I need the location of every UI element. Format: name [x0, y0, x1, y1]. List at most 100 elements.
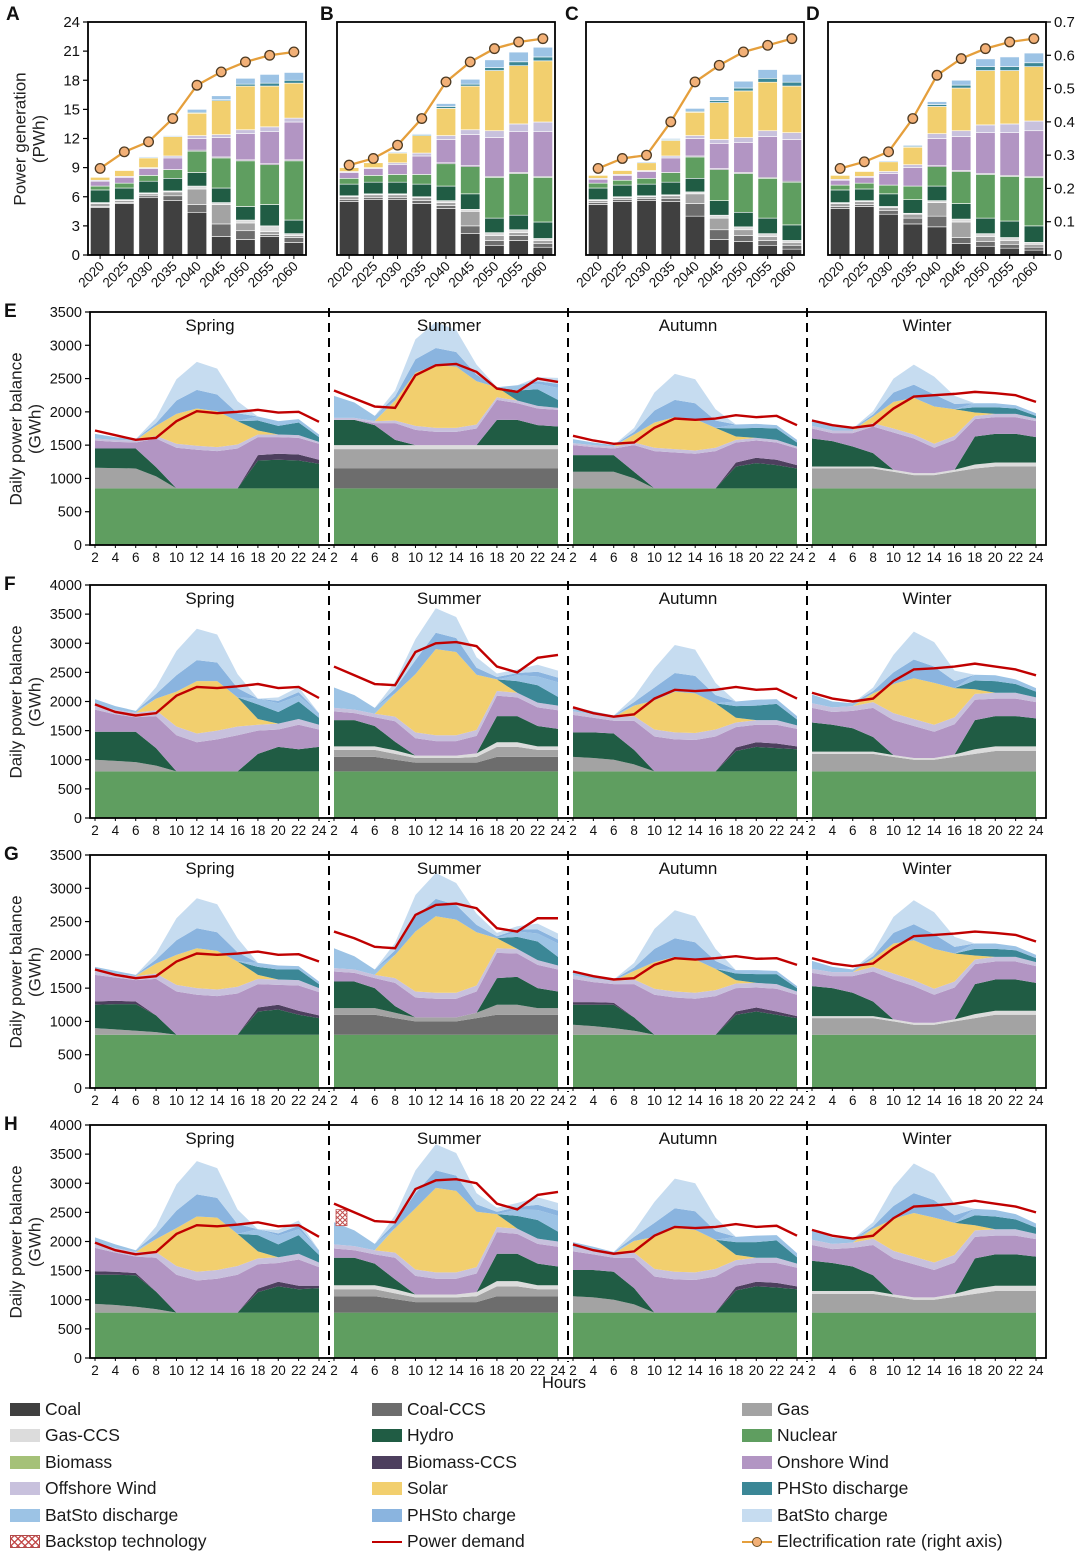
panel-label-c: C — [565, 4, 579, 25]
panel-label-h: H — [4, 1114, 18, 1135]
season-title-spring: Spring — [185, 316, 235, 335]
svg-text:16: 16 — [947, 1363, 962, 1378]
svg-text:12: 12 — [428, 1093, 443, 1108]
svg-text:12: 12 — [428, 823, 443, 838]
yaxis-label-power-generation: Power generation (PWh) — [7, 23, 53, 256]
legend-label: Offshore Wind — [45, 1478, 157, 1499]
svg-text:8: 8 — [152, 1363, 160, 1378]
svg-text:4: 4 — [590, 1093, 598, 1108]
legend-label: Backstop technology — [45, 1531, 207, 1552]
svg-text:16: 16 — [230, 550, 245, 565]
svg-text:2060: 2060 — [269, 259, 301, 291]
svg-text:4: 4 — [112, 823, 120, 838]
svg-text:16: 16 — [469, 1363, 484, 1378]
panel-label-a: A — [6, 4, 20, 25]
svg-text:22: 22 — [530, 1093, 545, 1108]
svg-text:12: 12 — [428, 550, 443, 565]
legend-item-backstop: Backstop technology — [10, 1529, 207, 1556]
xaxis-label-hours: Hours — [542, 1374, 587, 1392]
svg-text:500: 500 — [58, 1322, 82, 1338]
svg-text:0: 0 — [1054, 247, 1062, 264]
svg-text:500: 500 — [58, 782, 82, 798]
svg-text:4: 4 — [590, 823, 598, 838]
svg-text:2: 2 — [91, 550, 99, 565]
yaxis-label-line1: Daily power balance — [6, 895, 26, 1049]
gas-swatch-icon — [742, 1402, 772, 1416]
svg-text:22: 22 — [769, 823, 784, 838]
svg-text:2500: 2500 — [50, 915, 82, 931]
power-demand-line-icon — [372, 1540, 402, 1543]
legend-item-coal-ccs: Coal-CCS — [372, 1396, 525, 1423]
svg-text:2020: 2020 — [573, 259, 605, 291]
legend-item-gas-ccs: Gas-CCS — [10, 1423, 207, 1450]
svg-text:14: 14 — [688, 1363, 704, 1378]
svg-text:2050: 2050 — [221, 259, 253, 291]
svg-text:2035: 2035 — [397, 259, 429, 291]
svg-text:8: 8 — [630, 1093, 638, 1108]
svg-text:2020: 2020 — [815, 259, 847, 291]
svg-text:16: 16 — [708, 550, 723, 565]
svg-text:4: 4 — [351, 550, 359, 565]
svg-text:16: 16 — [469, 1093, 484, 1108]
svg-text:1000: 1000 — [50, 753, 82, 769]
svg-text:2020: 2020 — [75, 259, 107, 291]
legend-label: PHSto discharge — [777, 1478, 909, 1499]
svg-text:2: 2 — [330, 1363, 338, 1378]
svg-text:4: 4 — [112, 550, 120, 565]
svg-text:2020: 2020 — [324, 259, 356, 291]
svg-text:18: 18 — [967, 550, 982, 565]
svg-text:24: 24 — [789, 823, 805, 838]
legend-item-biomass: Biomass — [10, 1449, 207, 1476]
svg-text:2030: 2030 — [373, 259, 405, 291]
svg-text:0.2: 0.2 — [1054, 180, 1075, 197]
svg-text:0.5: 0.5 — [1054, 81, 1075, 98]
svg-text:8: 8 — [152, 550, 160, 565]
svg-text:14: 14 — [927, 1093, 943, 1108]
legend-item-solar: Solar — [372, 1476, 525, 1503]
svg-text:10: 10 — [408, 1093, 423, 1108]
batsto-discharge-swatch-icon — [10, 1508, 40, 1522]
svg-text:2045: 2045 — [445, 259, 477, 291]
season-title-autumn: Autumn — [658, 589, 718, 608]
svg-text:22: 22 — [291, 1093, 306, 1108]
svg-text:6: 6 — [132, 550, 140, 565]
legend-item-phsto-discharge: PHSto discharge — [742, 1476, 1003, 1503]
svg-text:4: 4 — [829, 1363, 837, 1378]
svg-text:24: 24 — [789, 550, 805, 565]
svg-text:2025: 2025 — [840, 259, 872, 291]
legend-column-2: Coal-CCS Hydro Biomass-CCS Solar PHSto c… — [372, 1396, 525, 1555]
svg-text:20: 20 — [510, 823, 525, 838]
svg-text:18: 18 — [967, 823, 982, 838]
svg-text:10: 10 — [886, 550, 901, 565]
svg-text:24: 24 — [789, 1093, 805, 1108]
svg-text:9: 9 — [72, 160, 80, 177]
yaxis-label-row-g: Daily power balance (GWh) — [3, 856, 49, 1089]
svg-text:2060: 2060 — [518, 259, 550, 291]
svg-text:2060: 2060 — [1009, 259, 1041, 291]
svg-text:22: 22 — [1008, 1363, 1023, 1378]
svg-text:2: 2 — [808, 1093, 816, 1108]
svg-text:24: 24 — [550, 823, 566, 838]
svg-text:12: 12 — [189, 550, 204, 565]
svg-text:14: 14 — [927, 550, 943, 565]
legend-label: Electrification rate (right axis) — [777, 1531, 1003, 1552]
svg-text:20: 20 — [749, 550, 764, 565]
svg-text:3000: 3000 — [50, 1176, 82, 1192]
onshore-wind-swatch-icon — [742, 1455, 772, 1469]
svg-text:18: 18 — [250, 823, 265, 838]
svg-text:10: 10 — [408, 823, 423, 838]
svg-text:14: 14 — [927, 1363, 943, 1378]
svg-text:10: 10 — [647, 823, 662, 838]
legend-item-phsto-charge: PHSto charge — [372, 1502, 525, 1529]
svg-text:2500: 2500 — [50, 372, 82, 388]
svg-text:2055: 2055 — [985, 259, 1017, 291]
svg-text:10: 10 — [169, 823, 184, 838]
season-title-summer: Summer — [416, 589, 482, 608]
svg-text:24: 24 — [63, 14, 80, 31]
svg-text:500: 500 — [58, 505, 82, 521]
svg-text:6: 6 — [610, 823, 618, 838]
svg-text:4: 4 — [351, 1363, 359, 1378]
yaxis-label-line2: (GWh) — [25, 403, 45, 455]
svg-text:2: 2 — [569, 823, 577, 838]
